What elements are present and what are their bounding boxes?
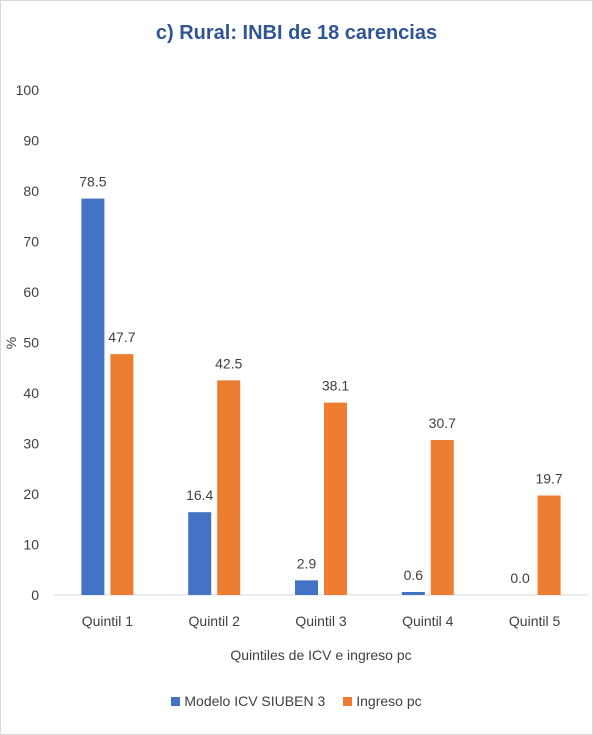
legend-item-series-2: Ingreso pc <box>343 693 422 709</box>
bar-series-2-2 <box>217 380 241 595</box>
legend-item-series-1: Modelo ICV SIUBEN 3 <box>171 693 325 709</box>
data-label-series-1-1: 78.5 <box>79 174 106 190</box>
x-tick-label: Quintil 5 <box>509 613 561 629</box>
y-tick-label: 60 <box>23 284 39 300</box>
x-tick-label: Quintil 4 <box>402 613 454 629</box>
data-label-series-2-2: 42.5 <box>215 355 242 371</box>
y-axis-ticks: 0 10 20 30 40 50 60 70 80 90 100 <box>16 82 40 603</box>
data-label-series-2-4: 30.7 <box>429 415 456 431</box>
bar-series-1-1 <box>81 198 105 595</box>
data-label-series-1-2: 16.4 <box>186 487 213 503</box>
legend-label-series-1: Modelo ICV SIUBEN 3 <box>184 693 326 709</box>
y-tick-label: 80 <box>23 183 39 199</box>
x-tick-label: Quintil 2 <box>189 613 241 629</box>
bar-series-1-2 <box>188 512 212 595</box>
y-tick-label: 40 <box>23 385 39 401</box>
bar-series-1-3 <box>295 580 318 595</box>
chart-title: c) Rural: INBI de 18 carencias <box>155 22 438 44</box>
x-axis-ticks: Quintil 1 Quintil 2 Quintil 3 Quintil 4 Quin… <box>82 613 561 629</box>
bar-series-2-4 <box>430 439 454 595</box>
data-label-series-2-3: 38.1 <box>322 378 349 394</box>
data-label-series-1-5: 0.0 <box>510 570 530 586</box>
y-tick-label: 20 <box>23 486 39 502</box>
legend-swatch-series-1 <box>171 696 181 706</box>
data-label-series-1-3: 2.9 <box>297 555 317 571</box>
y-tick-label: 90 <box>23 133 39 149</box>
bar-series-2-3 <box>324 402 347 595</box>
y-tick-label: 10 <box>23 537 39 553</box>
legend-swatch-series-2 <box>343 696 353 706</box>
data-label-series-2-1: 47.7 <box>108 329 135 345</box>
legend: Modelo ICV SIUBEN 3 Ingreso pc <box>0 693 593 709</box>
data-label-series-1-4: 0.6 <box>404 567 424 583</box>
y-tick-label: 30 <box>23 436 39 452</box>
bar-series-1-4 <box>401 591 425 595</box>
bar-series-2-5 <box>537 495 561 595</box>
legend-label-series-2: Ingreso pc <box>356 693 422 709</box>
y-axis-title: % <box>3 337 19 349</box>
data-labels: 78.5 47.7 16.4 42.5 2.9 38.1 0.6 30.7 0.0 19.7 <box>79 174 563 586</box>
y-tick-label: 50 <box>23 335 39 351</box>
x-tick-label: Quintil 1 <box>82 613 134 629</box>
x-tick-label: Quintil 3 <box>295 613 347 629</box>
bars <box>81 198 561 595</box>
y-tick-label: 0 <box>31 587 39 603</box>
bar-series-2-1 <box>110 354 134 595</box>
data-label-series-2-5: 19.7 <box>535 471 562 487</box>
y-tick-label: 100 <box>16 82 40 98</box>
y-tick-label: 70 <box>23 234 39 250</box>
x-axis-title: Quintiles de ICV e ingreso pc <box>230 647 411 663</box>
